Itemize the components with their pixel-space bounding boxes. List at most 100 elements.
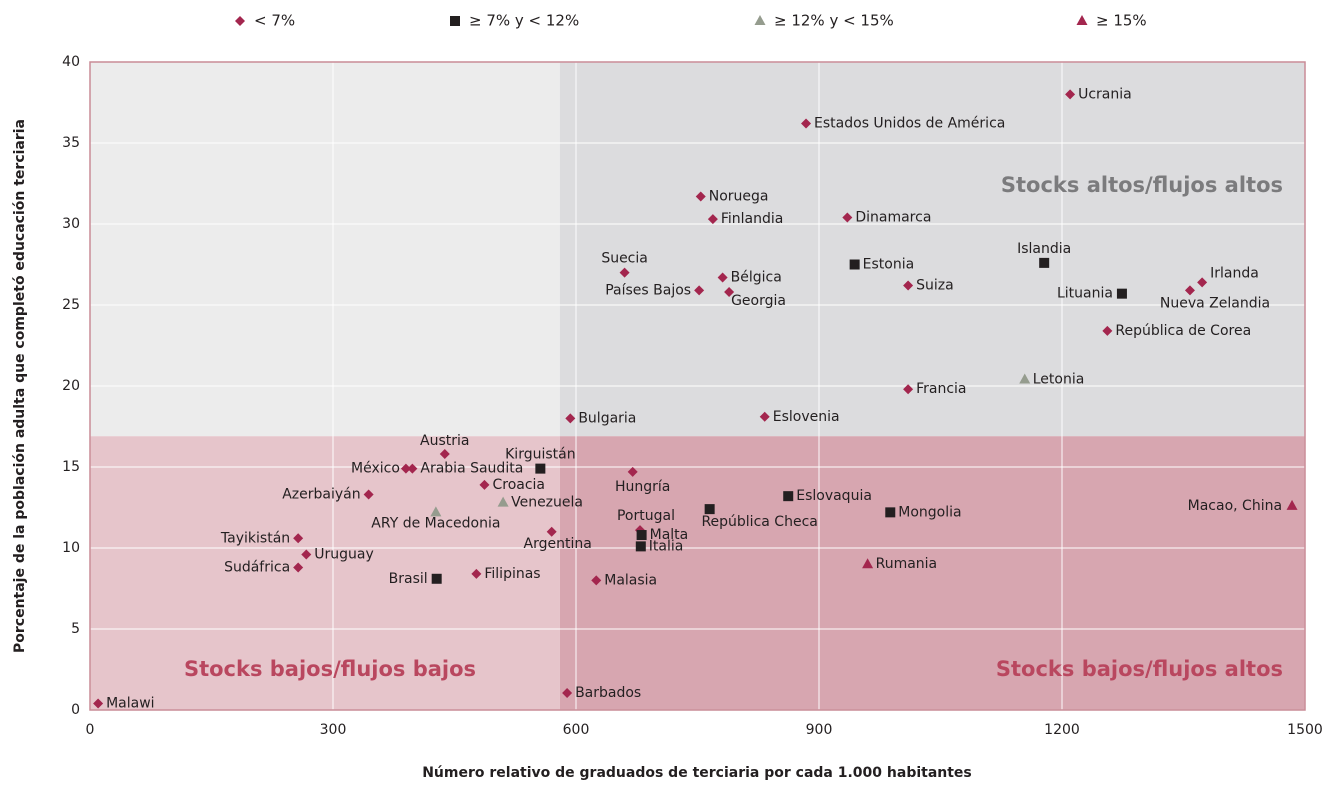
legend-marker	[1076, 15, 1088, 25]
x-tick-label: 0	[86, 722, 95, 738]
point	[636, 530, 647, 541]
y-tick-label: 25	[62, 297, 80, 313]
point	[1019, 373, 1031, 384]
legend-marker	[754, 15, 766, 25]
point-label: Italia	[649, 538, 684, 554]
point	[400, 463, 411, 474]
point	[431, 573, 442, 584]
point-label: Bélgica	[731, 269, 782, 285]
point	[562, 687, 573, 698]
point-label: Nueva Zelandia	[1160, 295, 1270, 311]
point-label: Portugal	[617, 508, 675, 524]
quadrant	[559, 436, 1305, 710]
point	[1197, 277, 1208, 288]
point-label: Rumania	[876, 556, 938, 572]
point-label: Arabia Saudita	[420, 461, 523, 477]
y-tick-label: 0	[71, 702, 80, 718]
point-label: Croacia	[492, 477, 545, 493]
x-tick-label: 300	[320, 722, 347, 738]
point	[842, 212, 853, 223]
y-tick-label: 10	[62, 540, 80, 556]
point-label: Malawi	[106, 696, 154, 712]
point	[759, 411, 770, 422]
point	[1286, 499, 1298, 510]
point	[471, 568, 482, 579]
point-label: Malasia	[604, 572, 657, 588]
y-tick-label: 40	[62, 54, 80, 70]
point-label: Letonia	[1033, 372, 1085, 388]
point	[565, 413, 576, 424]
point	[439, 449, 450, 460]
point-label: Filipinas	[484, 566, 540, 582]
point-label: Macao, China	[1188, 498, 1282, 514]
point-label: Azerbaiyán	[282, 487, 360, 503]
point	[293, 533, 304, 544]
point-label: Barbados	[575, 685, 641, 701]
point	[694, 285, 705, 296]
point	[862, 558, 874, 569]
point	[885, 507, 896, 518]
legend-label: < 7%	[254, 12, 295, 30]
point-label: Suiza	[916, 278, 954, 294]
point	[407, 463, 418, 474]
y-axis-title: Porcentaje de la población adulta que co…	[12, 119, 28, 653]
point-label: Sudáfrica	[224, 559, 290, 575]
point-label: Eslovenia	[773, 409, 840, 425]
legend-label: ≥ 12% y < 15%	[774, 12, 894, 30]
point-label: Finlandia	[721, 211, 784, 227]
point-label: Mongolia	[898, 504, 961, 520]
point	[430, 506, 442, 517]
point	[695, 191, 706, 202]
point-label: Austria	[420, 433, 469, 449]
point	[546, 526, 557, 537]
point-label: Francia	[916, 381, 966, 397]
point-label: República de Corea	[1115, 323, 1251, 339]
y-tick-label: 30	[62, 216, 80, 232]
point	[1116, 288, 1127, 299]
point-label: Países Bajos	[605, 282, 691, 298]
point	[707, 214, 718, 225]
point-label: Islandia	[1017, 241, 1071, 257]
point	[619, 267, 630, 278]
x-tick-label: 1200	[1044, 722, 1080, 738]
point-label: Bulgaria	[578, 410, 636, 426]
quadrant	[90, 436, 560, 710]
legend-label: ≥ 15%	[1096, 12, 1147, 30]
point	[627, 466, 638, 477]
legend-label: ≥ 7% y < 12%	[469, 12, 579, 30]
quadrant	[90, 62, 560, 437]
point	[903, 384, 914, 395]
point	[301, 549, 312, 560]
point	[497, 496, 509, 507]
quadrant-label: Stocks altos/flujos altos	[1001, 173, 1283, 197]
y-tick-label: 20	[62, 378, 80, 394]
point-label: ARY de Macedonia	[371, 515, 500, 531]
point	[849, 259, 860, 270]
point	[704, 504, 715, 515]
point-label: Estados Unidos de América	[814, 116, 1005, 132]
point	[293, 562, 304, 573]
point	[535, 463, 546, 474]
point-label: Dinamarca	[855, 210, 931, 226]
point	[363, 489, 374, 500]
point-label: Lituania	[1057, 286, 1113, 302]
point-label: Kirguistán	[505, 447, 575, 463]
point-label: Estonia	[863, 257, 915, 273]
y-tick-label: 15	[62, 459, 80, 475]
point-label: Tayikistán	[220, 530, 290, 546]
x-tick-label: 600	[563, 722, 590, 738]
point-label: Georgia	[731, 293, 786, 309]
y-tick-label: 35	[62, 135, 80, 151]
point	[1065, 89, 1076, 100]
point	[1102, 325, 1113, 336]
point-label: Malta	[650, 527, 689, 543]
x-tick-label: 900	[806, 722, 833, 738]
quadrant	[559, 62, 1305, 437]
point-label: Ucrania	[1078, 86, 1132, 102]
plot-border	[89, 61, 1306, 711]
point	[635, 541, 646, 552]
point-label: Eslovaquia	[796, 488, 872, 504]
point	[717, 272, 728, 283]
quadrant-label: Stocks bajos/flujos altos	[996, 657, 1283, 681]
